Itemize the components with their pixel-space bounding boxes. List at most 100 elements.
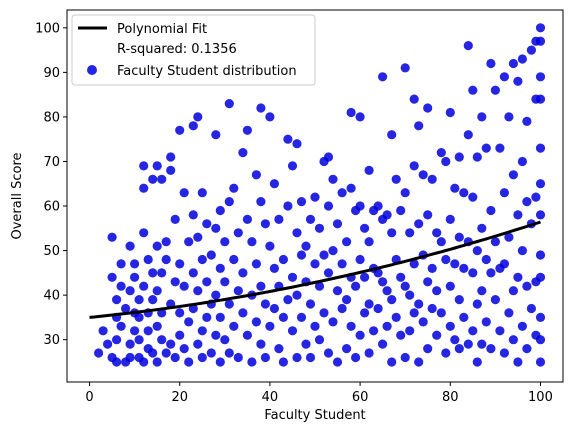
scatter-point xyxy=(220,237,230,247)
scatter-point xyxy=(405,228,415,238)
scatter-point xyxy=(157,335,167,345)
scatter-point xyxy=(346,107,356,118)
scatter-point xyxy=(148,348,158,358)
scatter-point xyxy=(215,312,225,322)
scatter-point xyxy=(265,321,275,331)
scatter-point xyxy=(396,330,406,340)
scatter-point xyxy=(432,286,442,296)
scatter-point xyxy=(400,281,410,291)
scatter-point xyxy=(436,308,446,318)
scatter-point xyxy=(486,268,496,278)
scatter-point xyxy=(310,321,320,331)
scatter-point xyxy=(220,277,230,287)
scatter-point xyxy=(445,214,455,224)
y-tick-label: 50 xyxy=(43,244,60,259)
y-tick-label: 60 xyxy=(43,200,60,215)
scatter-point xyxy=(278,254,288,265)
scatter-point xyxy=(130,326,140,336)
scatter-point xyxy=(319,308,329,318)
scatter-points xyxy=(94,23,546,367)
scatter-point xyxy=(296,250,307,260)
scatter-point xyxy=(508,170,518,180)
y-tick-label: 70 xyxy=(43,155,60,170)
legend-box xyxy=(71,14,316,86)
scatter-point xyxy=(233,352,243,363)
scatter-point xyxy=(535,179,546,189)
scatter-point xyxy=(283,134,293,144)
scatter-point xyxy=(328,317,338,327)
scatter-point xyxy=(193,339,203,349)
scatter-point xyxy=(423,210,433,220)
scatter-point xyxy=(130,259,140,269)
scatter-point xyxy=(432,330,442,340)
scatter-point xyxy=(382,286,392,296)
scatter-point xyxy=(504,112,514,122)
scatter-point xyxy=(396,205,406,216)
scatter-point xyxy=(206,250,216,260)
scatter-point xyxy=(269,179,279,189)
scatter-point xyxy=(247,237,257,247)
scatter-point xyxy=(396,272,406,282)
scatter-point xyxy=(423,344,433,354)
scatter-point xyxy=(256,339,266,349)
scatter-point xyxy=(414,299,424,309)
legend-fit-label: Polynomial Fit xyxy=(117,22,207,37)
scatter-point xyxy=(166,152,176,162)
scatter-point xyxy=(526,45,537,55)
scatter-point xyxy=(387,228,397,238)
scatter-point xyxy=(112,295,122,305)
scatter-point xyxy=(369,326,379,336)
scatter-point xyxy=(441,254,451,265)
scatter-point xyxy=(508,58,518,69)
scatter-point xyxy=(513,357,523,367)
scatter-point xyxy=(139,161,149,171)
scatter-point xyxy=(477,339,487,349)
scatter-point xyxy=(260,219,270,229)
scatter-point xyxy=(134,312,144,322)
scatter-point xyxy=(472,357,482,367)
y-axis-label: Overall Score xyxy=(10,152,25,239)
scatter-point xyxy=(535,210,546,220)
scatter-point xyxy=(283,295,293,305)
scatter-point xyxy=(337,188,347,198)
scatter-point xyxy=(459,263,469,273)
scatter-point xyxy=(206,348,216,358)
scatter-point xyxy=(188,210,198,220)
scatter-point xyxy=(535,250,546,260)
y-tick-label: 90 xyxy=(43,66,60,81)
scatter-point xyxy=(418,317,428,327)
scatter-point xyxy=(472,299,482,309)
scatter-point xyxy=(360,223,370,233)
x-tick-label: 80 xyxy=(442,390,459,405)
scatter-point xyxy=(112,357,122,367)
scatter-point xyxy=(121,303,131,314)
scatter-point xyxy=(508,286,518,296)
scatter-point xyxy=(337,259,347,269)
scatter-point xyxy=(522,116,532,126)
scatter-point xyxy=(495,326,505,336)
scatter-point xyxy=(247,357,257,367)
scatter-point xyxy=(224,99,234,109)
scatter-point xyxy=(477,286,487,296)
x-axis-ticks: 0 20 40 60 80 100 xyxy=(85,382,553,405)
scatter-point xyxy=(346,321,356,331)
scatter-point xyxy=(450,335,460,345)
scatter-point xyxy=(378,277,388,287)
scatter-point xyxy=(292,139,302,149)
scatter-point xyxy=(409,94,419,104)
scatter-point xyxy=(202,219,212,229)
scatter-point xyxy=(423,103,433,113)
scatter-point xyxy=(175,259,185,269)
scatter-point xyxy=(535,23,546,33)
scatter-point xyxy=(495,143,505,153)
scatter-point xyxy=(450,259,460,269)
scatter-point xyxy=(387,130,397,140)
scatter-point xyxy=(517,321,528,331)
y-tick-label: 40 xyxy=(43,289,60,304)
scatter-point xyxy=(238,268,248,278)
scatter-point xyxy=(233,286,243,296)
scatter-point xyxy=(256,197,266,207)
scatter-point xyxy=(148,295,158,305)
scatter-point xyxy=(260,352,270,363)
scatter-point xyxy=(296,197,307,207)
